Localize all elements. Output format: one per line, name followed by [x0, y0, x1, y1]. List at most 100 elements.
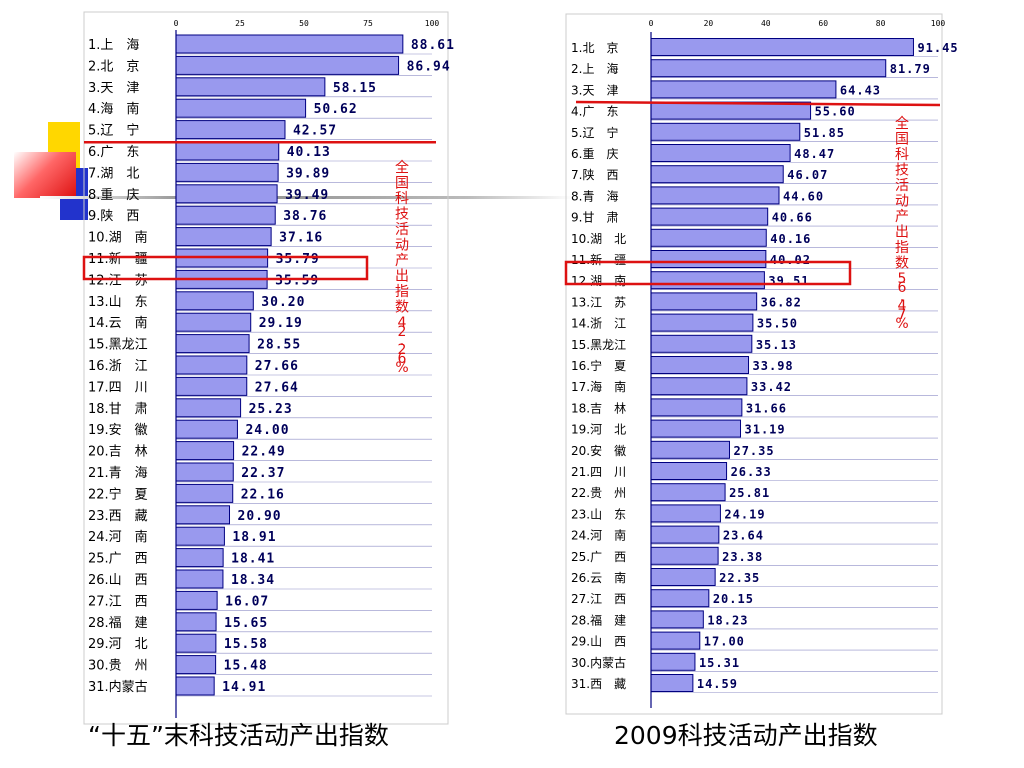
left-category-label: 8.重 庆 [88, 187, 139, 203]
right-threshold-line [575, 100, 941, 107]
right-category-label: 25.广 西 [571, 550, 626, 564]
left-category-label: 6.广 东 [88, 145, 139, 160]
right-value-label: 46.07 [787, 168, 828, 182]
right-value-label: 35.50 [757, 317, 798, 331]
right-bar [650, 674, 694, 692]
right-category-label: 11.新 疆 [571, 252, 626, 267]
left-value-label: 35.59 [275, 273, 319, 288]
right-bar [650, 250, 767, 268]
left-bar [175, 55, 400, 75]
right-value-label: 40.16 [770, 232, 811, 246]
left-bar [175, 376, 248, 396]
right-tick-label: 20 [704, 19, 714, 28]
left-bar [175, 569, 224, 589]
left-tick-label: 50 [299, 19, 309, 28]
left-value-label: 35.79 [276, 252, 320, 267]
deco-red-gradient-square [14, 152, 76, 198]
left-bar [175, 526, 225, 546]
right-bar [650, 313, 754, 332]
right-category-label: 26.云 南 [571, 570, 626, 585]
left-bar [175, 34, 404, 54]
right-category-label: 19.河 北 [571, 423, 626, 437]
left-bar [175, 441, 235, 461]
right-bar [650, 38, 914, 56]
right-value-label: 48.47 [794, 147, 835, 161]
left-value-label: 28.55 [257, 338, 301, 353]
right-bar [650, 334, 753, 353]
left-bar [175, 227, 272, 247]
right-bar [650, 546, 719, 565]
chart-right: 0 20 40 60 80 100 1.北 京 91.45 2.上 海 81.79 3.天 津 64.… [564, 13, 958, 715]
left-bar [175, 505, 231, 525]
left-bar [175, 334, 250, 354]
right-category-label: 14.浙 江 [571, 317, 626, 331]
left-bar [175, 355, 248, 375]
left-highlight-box [82, 255, 369, 281]
right-bar [650, 271, 765, 290]
right-bar [650, 631, 701, 650]
left-category-label: 5.辽 宁 [88, 123, 139, 139]
right-value-label: 22.35 [719, 571, 760, 585]
right-bar [650, 292, 758, 311]
left-value-label: 25.23 [249, 402, 293, 417]
left-value-label: 50.62 [314, 102, 358, 117]
right-value-label: 14.59 [697, 677, 738, 691]
left-category-label: 15.黑龙江 [88, 338, 148, 353]
right-category-label: 28.福 建 [571, 612, 626, 627]
left-bar [175, 655, 217, 675]
left-category-label: 22.宁 夏 [88, 486, 148, 502]
right-value-label: 44.60 [783, 189, 824, 203]
left-category-label: 13.山 东 [88, 295, 148, 310]
left-category-label: 27.江 西 [88, 594, 148, 609]
left-bar [175, 398, 242, 418]
right-category-label: 9.甘 肃 [571, 211, 618, 225]
right-value-label: 81.79 [890, 62, 931, 76]
left-value-label: 24.00 [245, 423, 289, 438]
right-value-label: 40.02 [770, 253, 811, 267]
right-bar [650, 652, 696, 671]
right-value-label: 39.51 [768, 274, 809, 288]
left-bar [175, 184, 278, 204]
left-value-label: 22.49 [242, 445, 286, 460]
left-bar [175, 162, 279, 182]
right-annotation: 全国科技活动产出指数 5 6. 4 7% [895, 115, 909, 332]
right-value-label: 25.81 [729, 486, 770, 500]
right-category-label: 23.山 东 [571, 507, 626, 521]
left-tick-label: 0 [174, 19, 179, 28]
right-category-label: 21.四 川 [571, 465, 626, 479]
left-category-label: 7.湖 北 [88, 166, 139, 181]
right-bar [650, 377, 748, 396]
right-category-label: 4.广 东 [571, 105, 618, 119]
right-category-label: 8.青 海 [571, 188, 618, 203]
left-plot-frame [83, 11, 449, 725]
left-category-label: 17.四 川 [88, 380, 148, 395]
left-value-label: 16.07 [225, 594, 269, 609]
right-value-label: 31.19 [745, 423, 786, 437]
left-value-label: 42.57 [293, 124, 337, 139]
left-value-label: 58.15 [333, 81, 377, 96]
right-category-label: 20.安 徽 [571, 443, 626, 458]
right-category-label: 12.湖 南 [571, 273, 626, 288]
right-category-label: 6.重 庆 [571, 147, 618, 161]
left-value-label: 88.61 [411, 38, 455, 53]
left-bar [175, 120, 286, 140]
left-value-label: 20.90 [238, 509, 282, 524]
right-value-label: 15.31 [699, 656, 740, 670]
left-value-label: 27.64 [255, 380, 299, 395]
left-annotation: 全国科技活动产出指数 4 2. 2 6% [395, 159, 409, 376]
right-value-label: 40.66 [772, 211, 813, 225]
right-bar [650, 144, 791, 162]
right-bar [650, 207, 769, 226]
right-category-label: 29.山 西 [571, 635, 626, 649]
right-tick-label: 80 [876, 19, 886, 28]
left-bar [175, 312, 252, 332]
left-tick-label: 75 [363, 19, 373, 28]
left-category-label: 10.湖 南 [88, 230, 148, 246]
right-bar [650, 483, 726, 502]
right-value-label: 23.64 [723, 529, 764, 543]
left-category-label: 16.浙 江 [88, 359, 148, 374]
left-category-label: 23.西 藏 [88, 509, 148, 524]
left-value-label: 15.48 [224, 659, 268, 674]
left-category-label: 31.内蒙古 [88, 679, 148, 695]
right-bar [650, 59, 887, 78]
